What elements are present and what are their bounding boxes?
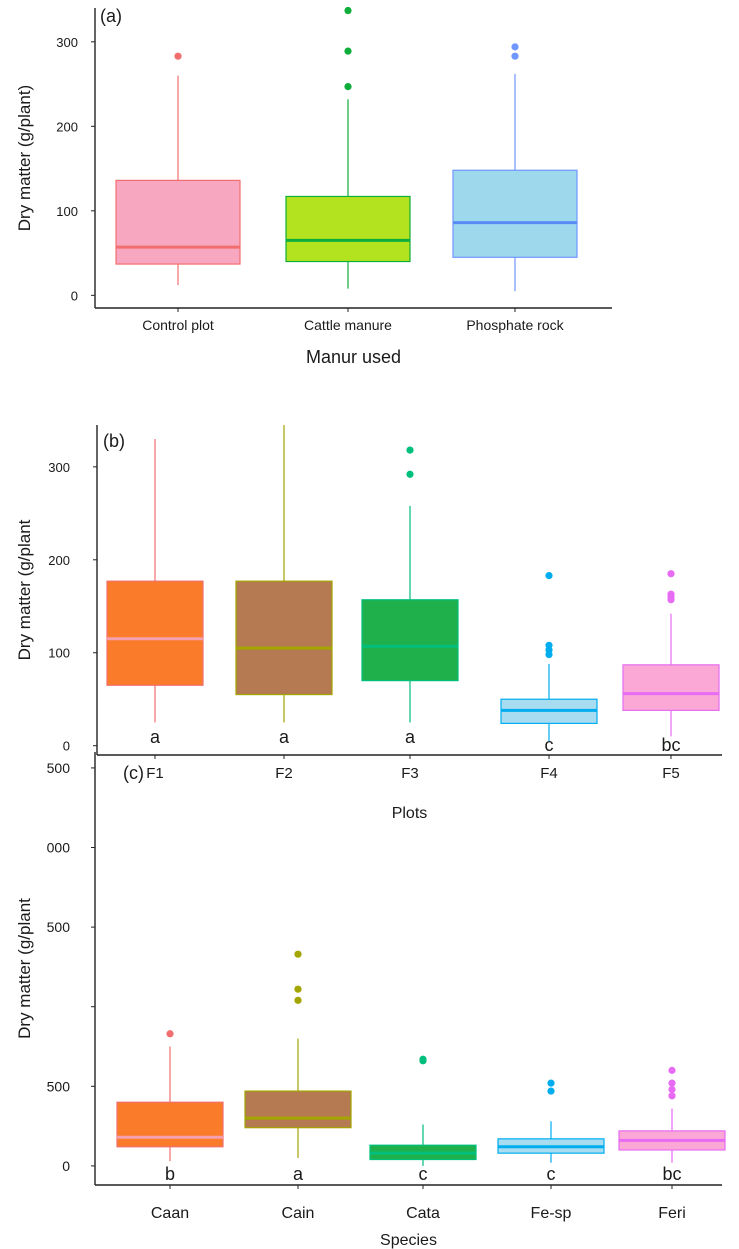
box-f5: bc <box>622 570 720 755</box>
significance-letter: c <box>419 1164 428 1184</box>
x-tick-label: Fe-sp <box>531 1205 572 1222</box>
y-tick-label: 200 <box>56 119 78 134</box>
panel-c: 0 500 500 000 500 Dry matter (g/plant (c) b Caan… <box>15 752 726 1249</box>
box-iqr <box>361 599 459 682</box>
y-axis-label: Dry matter (g/plant <box>15 519 34 660</box>
box-f4: c <box>500 571 598 755</box>
outlier-point <box>547 1079 555 1087</box>
box-cain: a <box>244 950 352 1184</box>
panel-a: 0 100 200 300 Dry matter (g/plant) (a) Control… <box>15 6 612 367</box>
y-tick-label: 000 <box>47 840 71 856</box>
x-tick-label: Cattle manure <box>304 317 392 333</box>
y-tick-label: 100 <box>48 646 70 661</box>
y-tick-label: 0 <box>63 739 70 754</box>
significance-letter: a <box>293 1164 304 1184</box>
x-tick-label: F1 <box>146 765 164 782</box>
box-f3: a <box>361 446 459 747</box>
box-iqr <box>235 580 333 696</box>
x-axis-label: Plots <box>392 805 428 822</box>
box-control-plot <box>115 52 241 286</box>
outlier-point <box>667 590 675 598</box>
x-tick-label: Phosphate rock <box>466 317 564 333</box>
box-feri: bc <box>618 1066 726 1184</box>
significance-letter: c <box>545 735 554 755</box>
outlier-point <box>668 1085 676 1094</box>
box-fe-sp: c <box>497 1079 605 1184</box>
outlier-point <box>419 1055 427 1063</box>
significance-letter: bc <box>662 1164 681 1184</box>
panel-label: (a) <box>100 6 122 26</box>
outlier-point <box>545 641 553 649</box>
outlier-point <box>511 43 519 51</box>
box-cata: c <box>369 1055 477 1184</box>
box-iqr <box>452 169 578 258</box>
outlier-point <box>667 570 675 578</box>
outlier-point <box>668 1066 676 1074</box>
x-tick-label: Cain <box>282 1205 315 1222</box>
box-iqr <box>106 580 204 686</box>
outlier-point <box>294 950 302 958</box>
x-tick-label: Cata <box>406 1205 440 1222</box>
box-f2: a <box>235 425 333 747</box>
outlier-point <box>294 996 302 1004</box>
x-axis-label: Manur used <box>306 347 401 367</box>
y-axis-label: Dry matter (g/plant) <box>15 85 34 231</box>
y-tick-label: 500 <box>47 760 71 776</box>
significance-letter: b <box>165 1164 175 1184</box>
box-f1: a <box>106 438 204 747</box>
y-tick-label: 100 <box>56 204 78 219</box>
box-iqr <box>115 179 241 265</box>
outlier-point <box>668 1092 676 1100</box>
box-iqr <box>116 1101 224 1148</box>
x-axis-label: Species <box>380 1232 437 1249</box>
y-tick-label: 500 <box>47 1078 71 1094</box>
outlier-point <box>344 6 352 15</box>
box-iqr <box>285 195 411 263</box>
outlier-point <box>294 985 302 993</box>
x-tick-label: Control plot <box>142 317 214 333</box>
box-iqr <box>622 664 720 711</box>
significance-letter: a <box>150 727 161 747</box>
y-axis-label: Dry matter (g/plant <box>15 898 34 1039</box>
x-tick-label: Feri <box>658 1205 686 1222</box>
x-tick-label: F3 <box>401 765 419 782</box>
outlier-point <box>547 1087 555 1095</box>
x-tick-label: F2 <box>275 765 293 782</box>
x-tick-label: F5 <box>662 765 680 782</box>
y-tick-label: 300 <box>48 460 70 475</box>
panel-label: (c) <box>123 763 144 783</box>
y-tick-label: 200 <box>48 553 70 568</box>
outlier-point <box>511 52 519 60</box>
box-cattle-manure <box>285 6 411 289</box>
outlier-point <box>545 571 553 580</box>
x-tick-label: Caan <box>151 1205 189 1222</box>
significance-letter: a <box>279 727 290 747</box>
outlier-point <box>406 470 414 478</box>
y-tick-label: 300 <box>56 35 78 50</box>
outlier-point <box>668 1079 676 1087</box>
outlier-point <box>344 47 352 55</box>
significance-letter: bc <box>661 735 680 755</box>
box-caan: b <box>116 1030 224 1184</box>
panel-label: (b) <box>103 431 125 451</box>
x-tick-label: F4 <box>540 765 558 782</box>
significance-letter: c <box>547 1164 556 1184</box>
significance-letter: a <box>405 727 416 747</box>
outlier-point <box>406 446 414 454</box>
outlier-point <box>344 82 352 91</box>
outlier-point <box>174 52 182 60</box>
box-iqr <box>244 1090 352 1129</box>
y-tick-label: 500 <box>47 919 71 935</box>
panel-b: 0 100 200 300 Dry matter (g/plant (b) a F1 a F2 a F… <box>15 425 722 822</box>
y-tick-label: 0 <box>71 288 78 303</box>
box-phosphate-rock <box>452 43 578 292</box>
outlier-point <box>166 1030 174 1038</box>
y-tick-label: 0 <box>62 1158 70 1174</box>
